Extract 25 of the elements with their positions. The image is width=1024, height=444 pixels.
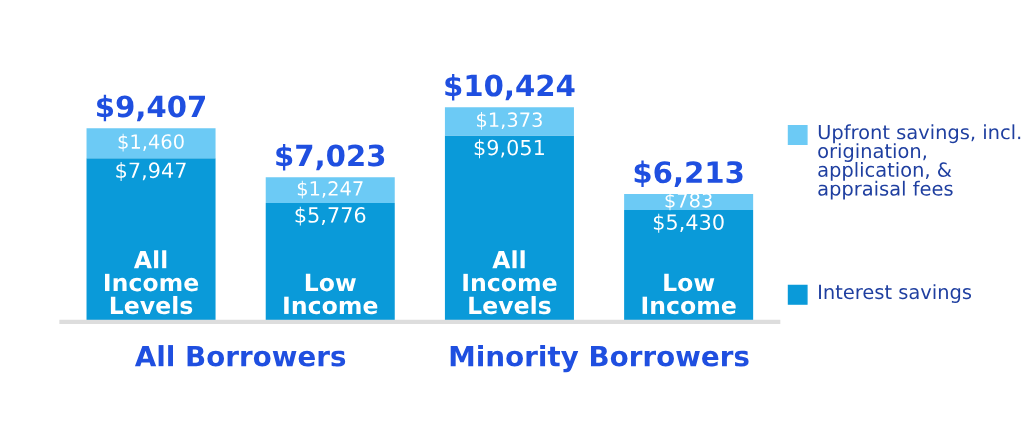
x-tick-label: Low Income [284,273,378,315]
data-label: $1,247 [297,180,363,199]
bar [265,177,395,203]
bar [86,128,216,159]
bar [86,158,216,322]
legend-label: Upfront savings, incl. origination, application, & appraisal fees [818,124,1021,200]
data-label: $5,776 [295,206,366,226]
x-tick-label: All Income Levels [104,250,199,315]
data-label: $1,373 [477,112,542,130]
data-label: $1,460 [118,133,184,152]
total-label: $10,424 [445,73,575,101]
bar [624,193,754,211]
text: Minority Borrowers [450,345,749,373]
data-label: $7,947 [116,162,186,181]
total-label: $9,407 [97,94,205,122]
bar [444,107,574,136]
legend-label: Interest savings [819,284,972,303]
total-label: $7,023 [276,143,385,171]
text: All Borrowers [134,345,346,367]
bar [444,135,574,322]
x-tick-label: Low Income [642,273,736,315]
x-tick-label: All Income Levels [463,250,557,315]
data-label: $5,430 [653,213,724,233]
total-label: $6,213 [634,160,743,188]
data-label: $9,051 [474,139,544,159]
